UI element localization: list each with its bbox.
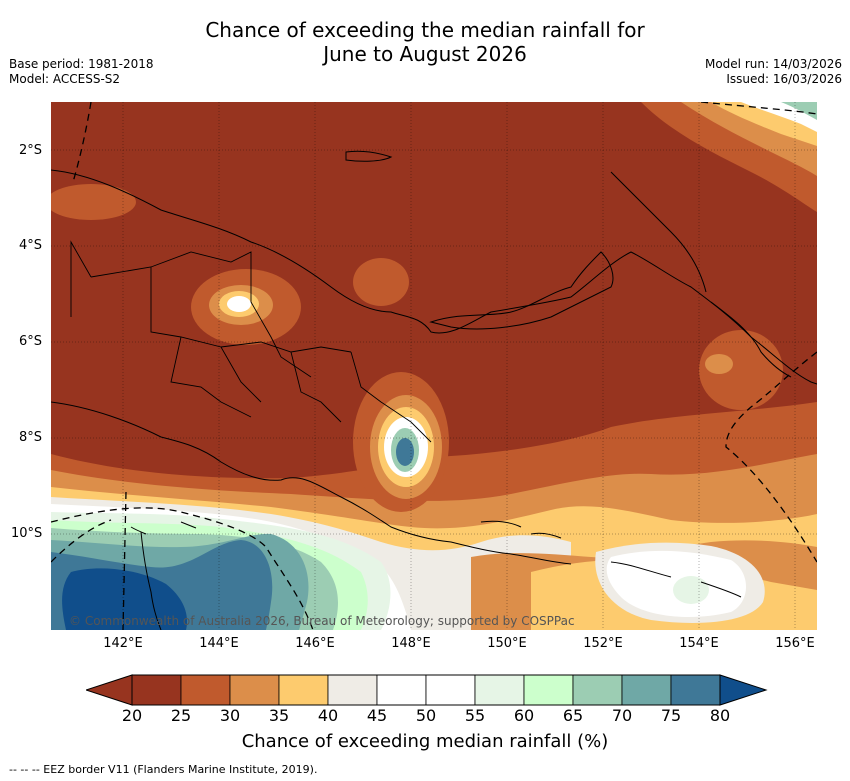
title-line-2: June to August 2026: [323, 42, 527, 66]
colorbar-cell: [131, 674, 182, 706]
colorbar-over-arrow: [719, 674, 768, 706]
cape-york: [140, 531, 162, 630]
model-name: Model: ACCESS-S2: [9, 72, 121, 86]
meta-left: Base period: 1981-2018 Model: ACCESS-S2: [9, 57, 154, 87]
colorbar-tick-label: 75: [660, 706, 682, 725]
colorbar-cell: [425, 674, 476, 706]
colorbar-cell: [621, 674, 672, 706]
lon-label-146e: 146°E: [295, 636, 335, 651]
eez-borders: [51, 102, 817, 630]
lon-label-150e: 150°E: [487, 636, 527, 651]
model-run: Model run: 14/03/2026: [704, 57, 842, 71]
solomon-islands: [610, 561, 742, 598]
title-line-1: Chance of exceeding the median rainfall …: [205, 18, 645, 42]
d-entrecasteaux: [480, 520, 562, 539]
lon-label-152e: 152°E: [583, 636, 623, 651]
colorbar-under-arrow: [86, 674, 133, 706]
provincial-boundaries: [70, 240, 432, 443]
colorbar: [86, 674, 768, 706]
chart-title: Chance of exceeding the median rainfall …: [0, 18, 850, 66]
torres-islands: [130, 521, 197, 535]
colorbar-cell: [376, 674, 427, 706]
colorbar-label: Chance of exceeding median rainfall (%): [241, 731, 609, 752]
lat-label-6s: 6°S: [19, 334, 43, 349]
contour-35-west: [51, 184, 136, 220]
colorbar-tick-label: 35: [268, 706, 290, 725]
lat-label-4s: 4°S: [19, 238, 43, 253]
lon-label-148e: 148°E: [391, 636, 431, 651]
issued-date: Issued: 16/03/2026: [726, 72, 842, 86]
copyright-notice: © Commonwealth of Australia 2026, Bureau…: [69, 614, 575, 628]
manus-island: [345, 150, 393, 162]
colorbar-cell: [523, 674, 574, 706]
contour-40-east: [705, 354, 733, 374]
colorbar-cell: [572, 674, 623, 706]
colorbar-cell: [180, 674, 231, 706]
new-ireland: [610, 171, 707, 293]
colorbar-tick-label: 80: [709, 706, 731, 725]
png-north-coast: [51, 169, 817, 385]
new-britain: [429, 251, 614, 330]
contour-60-northeast: [781, 102, 817, 120]
contour-35-north: [353, 258, 409, 306]
colorbar-tick-label: 30: [219, 706, 241, 725]
lat-label-8s: 8°S: [19, 430, 43, 445]
colorbar-cell: [229, 674, 280, 706]
contour-50-highlands: [227, 296, 251, 312]
bougainville: [710, 301, 792, 378]
colorbar-cell: [278, 674, 329, 706]
colorbar-tick-label: 65: [562, 706, 584, 725]
rainfall-map: [51, 102, 817, 630]
colorbar-tick-label: 50: [415, 706, 437, 725]
contour-55-southeast: [673, 576, 709, 604]
meta-right: Model run: 14/03/2026 Issued: 16/03/2026: [705, 57, 842, 87]
lon-label-156e: 156°E: [775, 636, 815, 651]
colorbar-tick-label: 25: [170, 706, 192, 725]
colorbar-cell: [670, 674, 721, 706]
lat-label-2s: 2°S: [19, 143, 43, 158]
colorbar-cell: [327, 674, 378, 706]
coastlines: [51, 150, 817, 630]
png-south-coast: [51, 401, 572, 565]
colorbar-tick-label: 55: [464, 706, 486, 725]
colorbar-tick-label: 40: [317, 706, 339, 725]
colorbar-cell: [474, 674, 525, 706]
colorbar-tick-label: 60: [513, 706, 535, 725]
lon-label-142e: 142°E: [103, 636, 143, 651]
lat-label-10s: 10°S: [11, 526, 43, 541]
graticule: [51, 102, 817, 630]
eez-legend: -- -- -- EEZ border V11 (Flanders Marine…: [9, 763, 318, 776]
colorbar-tick-label: 70: [611, 706, 633, 725]
lon-label-154e: 154°E: [679, 636, 719, 651]
base-period: Base period: 1981-2018: [9, 57, 154, 71]
contour-75-central: [396, 438, 414, 466]
colorbar-tick-label: 45: [366, 706, 388, 725]
lon-label-144e: 144°E: [199, 636, 239, 651]
colorbar-tick-label: 20: [121, 706, 143, 725]
contour-35-east: [699, 330, 783, 410]
